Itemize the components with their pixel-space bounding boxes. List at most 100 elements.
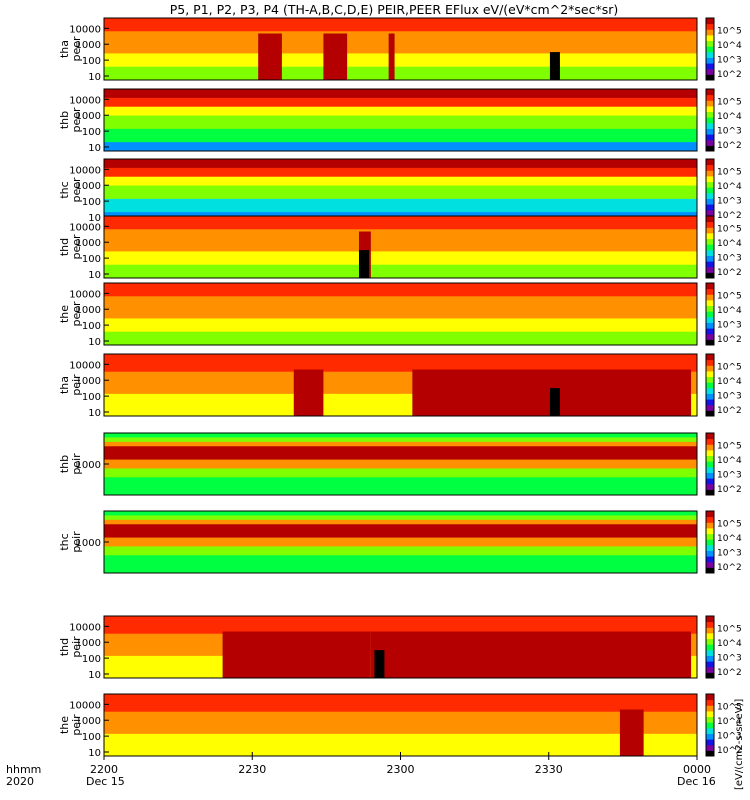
spectrum-band (104, 515, 697, 521)
panel-frame (103, 215, 698, 279)
spectrum-band (104, 528, 697, 534)
colorbar-segment (706, 387, 714, 394)
panel-species-label: peer (70, 234, 83, 260)
colorbar-frame (705, 353, 715, 417)
colorbar-segment (706, 244, 714, 251)
colorbar-segment (706, 74, 714, 81)
panel-label: thapeer (58, 36, 83, 62)
colorbar-tick-label: 10^5 (717, 168, 742, 178)
colorbar-segment (706, 672, 714, 679)
panel-label: thcpeir (58, 531, 83, 553)
x-tick-label: 2200 (90, 763, 118, 776)
date-label-end: Dec 16 (677, 775, 716, 788)
colorbar-segment (706, 644, 714, 651)
spectrum-band (104, 247, 697, 252)
spectrum-band (104, 707, 697, 713)
colorbar-tick-label: 10^2 (717, 485, 742, 495)
colorbar-segment (706, 238, 714, 245)
colorbar-segment (706, 359, 714, 366)
colorbar: 10^2 10^3 10^4 10^5 (705, 17, 742, 81)
colorbar-tick-label: 10^4 (717, 717, 742, 727)
panel-probe-label: thc (58, 533, 71, 550)
colorbar-segment (706, 139, 714, 146)
y-tick-label: 10 (88, 748, 101, 759)
colorbar-segment (706, 23, 714, 30)
colorbar: 10^2 10^3 10^4 10^5 (705, 510, 742, 574)
colorbar-segment (706, 89, 714, 96)
spectrum-band (104, 331, 697, 337)
colorbar-segment (706, 739, 714, 746)
colorbar-segment (706, 511, 714, 518)
spectrum-enhancement (258, 33, 282, 80)
spectrum-band (104, 550, 697, 556)
colorbar-frame (705, 215, 715, 279)
spectrum-band (104, 102, 697, 108)
y-tick-label: 100 (82, 56, 101, 67)
colorbar-segment (706, 533, 714, 540)
spectrum-band (104, 229, 697, 235)
colorbar-tick-label: 10^5 (717, 703, 742, 713)
spectrum-band (104, 137, 697, 143)
colorbar-segment (706, 632, 714, 640)
y-tick-label: 1000 (76, 376, 101, 387)
spectrum-band (104, 546, 697, 552)
spectrum-band (104, 49, 697, 54)
spectrum-band (104, 524, 697, 530)
spectrum-band (104, 190, 697, 195)
colorbar-segment (706, 461, 714, 468)
spectrum-band (104, 255, 697, 261)
colorbar-segment (706, 316, 714, 323)
colorbar-segment (706, 283, 714, 290)
colorbar-segment (706, 489, 714, 496)
colorbar-segment (706, 272, 714, 279)
spectrum-band (104, 283, 697, 288)
colorbar-segment (706, 51, 714, 58)
colorbar-segment (706, 94, 714, 101)
spectrum-enhancement (619, 709, 644, 756)
spectrum-band (104, 97, 697, 103)
colorbar-tick-label: 10^5 (717, 520, 742, 530)
colorbar-tick-label: 10^5 (717, 363, 742, 373)
panel-species-label: peir (70, 531, 83, 553)
spectrum-band (104, 291, 697, 297)
colorbar-segment (706, 638, 714, 645)
y-tick-label: 10000 (69, 289, 101, 300)
colorbar-tick-label: 10^2 (717, 70, 742, 80)
spectrum-band (104, 314, 697, 319)
colorbar-segment (706, 105, 714, 113)
panel-tha-peir: thapeir 10 100 1000 10000 10^2 10^3 10^4 10^5 (58, 353, 742, 419)
y-tick-label: 100 (82, 127, 101, 138)
colorbar-segment (706, 616, 714, 623)
spectrum-band (104, 185, 697, 191)
spectrum-band (104, 367, 697, 373)
spectrum-band (104, 53, 697, 59)
colorbar-tick-label: 10^5 (717, 98, 742, 108)
colorbar-segment (706, 117, 714, 124)
colorbar-segment (706, 399, 714, 406)
colorbar-frame (705, 282, 715, 346)
colorbar-segment (706, 699, 714, 706)
y-tick-label: 1000 (76, 538, 101, 549)
panel-frame (103, 17, 698, 81)
spectrum-band (104, 725, 697, 730)
colorbar-segment (706, 705, 714, 712)
spectrum-band (104, 212, 697, 218)
colorbar-segment (706, 556, 714, 563)
panel-thb-peer: thbpeer 10 100 1000 10000 10^2 10^3 10^4 10^5 (58, 88, 742, 154)
colorbar-segment (706, 393, 714, 400)
spectrum-band (104, 167, 697, 173)
y-tick-label: 1000 (76, 238, 101, 249)
spectrum-band (104, 533, 697, 539)
spectrum-band (104, 694, 697, 699)
y-tick-label: 10 (88, 213, 101, 224)
colorbar-segment (706, 727, 714, 734)
spectrum-band (104, 411, 697, 417)
colorbar-segment (706, 733, 714, 740)
colorbar-segment (706, 29, 714, 36)
panel-species-label: peir (70, 453, 83, 475)
colorbar-segment (706, 145, 714, 152)
panel-label: thdpeir (58, 636, 83, 658)
panel-species-label: peer (70, 36, 83, 62)
spectrum-enhancement (370, 631, 692, 678)
